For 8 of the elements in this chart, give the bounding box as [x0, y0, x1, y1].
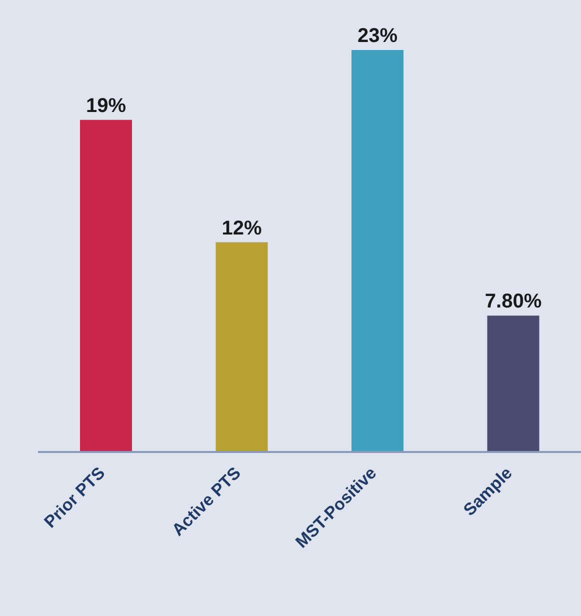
bar [352, 50, 404, 452]
data-label: 12% [222, 217, 262, 240]
data-label: 23% [357, 25, 398, 47]
data-label: 19% [86, 94, 126, 117]
data-label: 7.80% [484, 290, 542, 313]
bar [487, 316, 540, 452]
bar [80, 120, 132, 452]
bar [216, 242, 268, 452]
